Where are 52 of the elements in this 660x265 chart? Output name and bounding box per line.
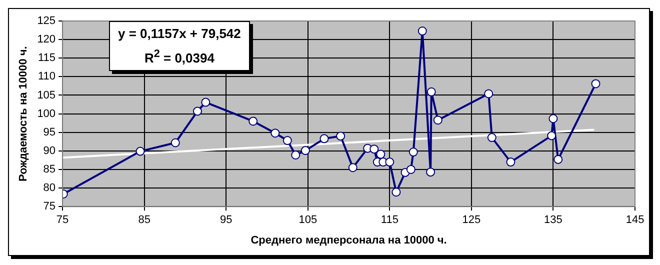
y-tick-label: 110: [38, 70, 56, 83]
x-tick-label: 75: [56, 214, 69, 226]
point: [376, 150, 386, 159]
y-axis-title: Рождаемость на 10000 ч.: [18, 46, 30, 182]
point: [336, 132, 346, 141]
point: [291, 150, 300, 160]
point: [136, 146, 145, 156]
point: [170, 138, 180, 148]
point: [370, 144, 379, 154]
point: [548, 114, 558, 124]
x-tick-label: 95: [220, 214, 232, 226]
x-tick-label: 85: [138, 214, 150, 226]
point: [270, 128, 280, 138]
x-tick-label: 135: [544, 214, 562, 226]
y-tick-label: 115: [38, 52, 56, 64]
point: [201, 98, 210, 107]
point: [487, 133, 496, 142]
point: [348, 163, 358, 172]
point: [433, 116, 442, 125]
x-tick-label: 115: [380, 214, 398, 226]
y-tick-label: 80: [43, 182, 56, 194]
point: [385, 158, 394, 167]
point: [392, 188, 401, 197]
y-tick-label: 85: [43, 164, 56, 176]
point: [506, 158, 516, 167]
point: [591, 79, 600, 88]
point: [300, 146, 310, 156]
y-tick-label: 105: [37, 89, 56, 102]
y-tick-label: 75: [43, 200, 56, 213]
point: [484, 89, 494, 98]
x-axis-title: Среднего медперсонала на 10000 ч.: [250, 234, 447, 246]
point: [547, 131, 556, 140]
point: [408, 148, 418, 157]
point: [406, 164, 416, 174]
y-tick-label: 120: [37, 34, 56, 46]
x-tick-label: 145: [626, 214, 644, 226]
x-tick-label: 105: [298, 214, 318, 226]
point: [554, 154, 563, 164]
y-tick-label: 90: [43, 144, 56, 157]
x-tick-label: 125: [462, 214, 481, 226]
annotation: y = 0,1157x + 79,542: [118, 25, 241, 43]
y-tick-label: 125: [37, 15, 56, 28]
annotation: R$^{2}$ = 0,0394: [143, 47, 216, 68]
point: [426, 168, 436, 177]
point: [282, 136, 292, 146]
point: [426, 87, 436, 96]
point: [320, 134, 329, 144]
point: [192, 106, 202, 116]
point: [418, 26, 427, 36]
y-tick-label: 95: [43, 126, 56, 138]
y-tick-label: 100: [37, 108, 56, 120]
point: [248, 116, 258, 126]
